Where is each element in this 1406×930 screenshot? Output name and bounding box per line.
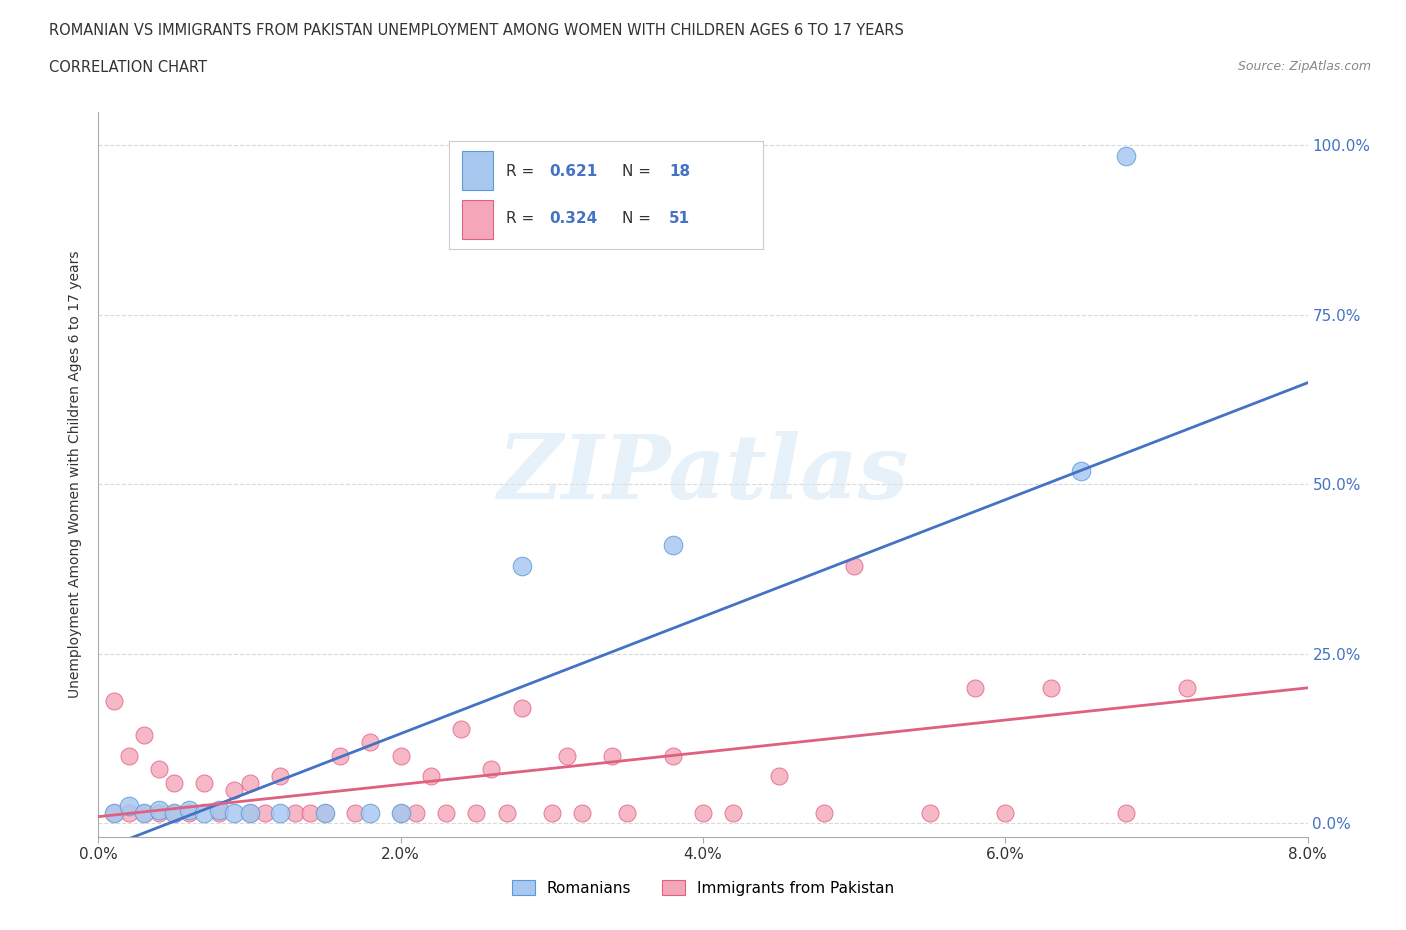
Point — [965, 681, 987, 696]
Text: ROMANIAN VS IMMIGRANTS FROM PAKISTAN UNEMPLOYMENT AMONG WOMEN WITH CHILDREN AGES: ROMANIAN VS IMMIGRANTS FROM PAKISTAN UNE… — [49, 23, 904, 38]
Point — [148, 762, 170, 777]
Point — [495, 805, 517, 820]
Point — [420, 768, 443, 783]
Point — [132, 805, 155, 820]
Point — [344, 805, 367, 820]
Point — [813, 805, 835, 820]
Point — [224, 782, 246, 797]
Point — [450, 721, 472, 736]
Point — [481, 762, 503, 777]
Point — [844, 558, 866, 573]
Point — [360, 735, 382, 750]
Point — [1115, 148, 1137, 163]
Point — [405, 805, 427, 820]
Point — [299, 805, 322, 820]
Point — [389, 805, 412, 820]
Point — [103, 694, 125, 709]
Point — [1115, 805, 1137, 820]
Point — [253, 805, 276, 820]
Point — [269, 768, 291, 783]
Point — [163, 805, 186, 820]
Point — [208, 805, 231, 820]
Point — [163, 776, 186, 790]
Point — [118, 805, 141, 820]
Text: Source: ZipAtlas.com: Source: ZipAtlas.com — [1237, 60, 1371, 73]
Point — [179, 803, 201, 817]
Point — [103, 805, 125, 820]
Point — [994, 805, 1017, 820]
Point — [224, 805, 246, 820]
Point — [389, 749, 412, 764]
Legend: Romanians, Immigrants from Pakistan: Romanians, Immigrants from Pakistan — [506, 874, 900, 902]
Point — [148, 805, 170, 820]
Point — [179, 805, 201, 820]
Text: CORRELATION CHART: CORRELATION CHART — [49, 60, 207, 75]
Point — [918, 805, 941, 820]
Point — [389, 805, 412, 820]
Point — [1070, 463, 1092, 478]
Point — [239, 776, 262, 790]
Y-axis label: Unemployment Among Women with Children Ages 6 to 17 years: Unemployment Among Women with Children A… — [69, 250, 83, 698]
Point — [602, 749, 624, 764]
Point — [118, 799, 141, 814]
Point — [571, 805, 593, 820]
Point — [314, 805, 336, 820]
Point — [1039, 681, 1062, 696]
Point — [692, 805, 714, 820]
Point — [103, 805, 125, 820]
Point — [193, 805, 215, 820]
Point — [132, 805, 155, 820]
Point — [148, 803, 170, 817]
Point — [284, 805, 307, 820]
Point — [329, 749, 352, 764]
Point — [555, 749, 578, 764]
Point — [768, 768, 790, 783]
Point — [269, 805, 291, 820]
Point — [616, 805, 638, 820]
Point — [239, 805, 262, 820]
Point — [314, 805, 336, 820]
Point — [208, 803, 231, 817]
Point — [193, 776, 215, 790]
Point — [1175, 681, 1198, 696]
Point — [661, 749, 683, 764]
Point — [465, 805, 488, 820]
Point — [510, 558, 533, 573]
Point — [661, 538, 683, 553]
Point — [540, 805, 562, 820]
Point — [510, 700, 533, 715]
Point — [360, 805, 382, 820]
Text: ZIPatlas: ZIPatlas — [498, 431, 908, 518]
Point — [239, 805, 262, 820]
Point — [163, 805, 186, 820]
Point — [132, 728, 155, 743]
Point — [434, 805, 457, 820]
Point — [723, 805, 745, 820]
Point — [118, 749, 141, 764]
